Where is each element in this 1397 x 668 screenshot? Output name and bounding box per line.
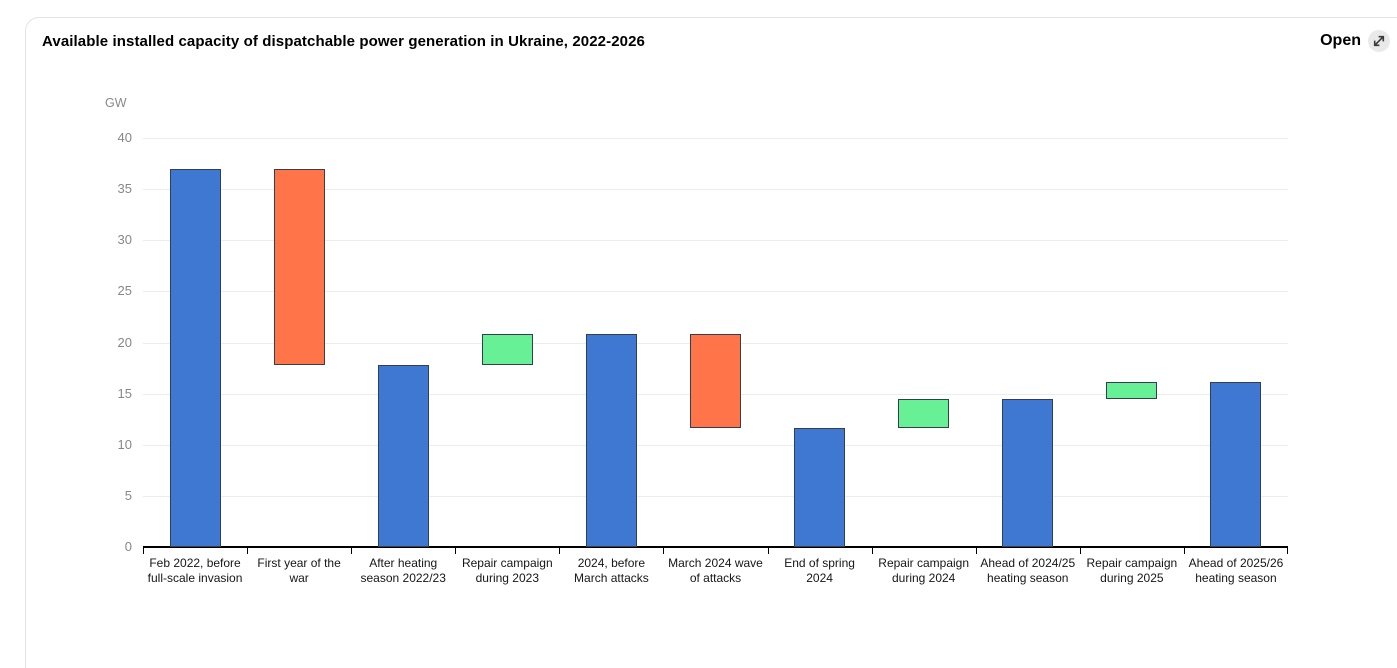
x-axis-tick [559, 547, 560, 554]
y-tick-label-5: 5 [124, 487, 132, 503]
y-tick-label-30: 30 [117, 232, 132, 248]
category-label-2: First year of the war [257, 556, 341, 585]
x-axis-tick [1080, 547, 1081, 554]
chart-bar-3[interactable] [377, 364, 429, 547]
chart-bar-10[interactable] [1106, 382, 1158, 399]
x-axis-tick [455, 547, 456, 554]
x-axis-tick [768, 547, 769, 554]
x-axis-tick [663, 547, 664, 554]
chart-title: Available installed capacity of dispatch… [42, 33, 645, 50]
y-tick-label-40: 40 [117, 130, 132, 145]
y-tick-label-35: 35 [117, 181, 132, 197]
category-label-9: Ahead of 2024/25 heating season [980, 556, 1076, 585]
x-axis-tick [247, 547, 248, 554]
plot-area [143, 138, 1288, 554]
open-button[interactable]: Open [1320, 30, 1390, 52]
category-label-8: Repair campaign during 2024 [878, 556, 970, 585]
gridline-35 [143, 189, 1288, 191]
open-button-label: Open [1320, 32, 1361, 49]
chart-bar-9[interactable] [1002, 398, 1054, 547]
chart-bar-2[interactable] [273, 168, 325, 365]
gridline-25 [143, 291, 1288, 293]
category-label-4: Repair campaign during 2023 [461, 556, 553, 585]
x-axis-tick [1184, 547, 1185, 554]
y-tick-label-0: 0 [124, 539, 132, 554]
expand-icon[interactable] [1368, 30, 1390, 52]
category-label-11: Ahead of 2025/26 heating season [1188, 556, 1284, 585]
x-axis-tick [143, 547, 144, 554]
chart-bar-8[interactable] [898, 398, 950, 429]
x-axis-tick [1287, 547, 1288, 554]
x-axis-tick [976, 547, 977, 554]
y-tick-label-15: 15 [117, 385, 132, 401]
chart-bar-7[interactable] [794, 428, 846, 547]
category-label-6: March 2024 wave of attacks [668, 556, 763, 585]
category-label-10: Repair campaign during 2025 [1086, 556, 1178, 585]
x-axis-tick [872, 547, 873, 554]
chart-bar-4[interactable] [481, 334, 533, 365]
gridline-30 [143, 240, 1288, 242]
chart-bar-6[interactable] [690, 334, 741, 429]
chart-bar-11[interactable] [1210, 382, 1262, 547]
chart-bar-1[interactable] [169, 168, 221, 547]
gridline-40 [143, 138, 1288, 139]
gridline-10 [143, 444, 1288, 446]
y-tick-label-20: 20 [117, 334, 132, 350]
category-label-1: Feb 2022, before full-scale invasion [147, 556, 243, 585]
x-axis-labels: Feb 2022, before full-scale invasion Firs… [143, 556, 1288, 616]
x-axis-line [143, 546, 1288, 548]
category-label-3: After heating season 2022/23 [360, 556, 446, 585]
y-tick-label-25: 25 [117, 283, 132, 299]
y-axis-unit-label: GW [105, 96, 127, 110]
category-label-7: End of spring 2024 [784, 556, 855, 585]
x-axis-tick [351, 547, 352, 554]
y-tick-label-10: 10 [117, 436, 132, 452]
category-label-5: 2024, before March attacks [574, 556, 649, 585]
chart-bar-5[interactable] [585, 334, 637, 547]
gridline-5 [143, 495, 1288, 497]
y-axis: 0 5 10 15 20 25 30 35 40 [90, 130, 132, 554]
